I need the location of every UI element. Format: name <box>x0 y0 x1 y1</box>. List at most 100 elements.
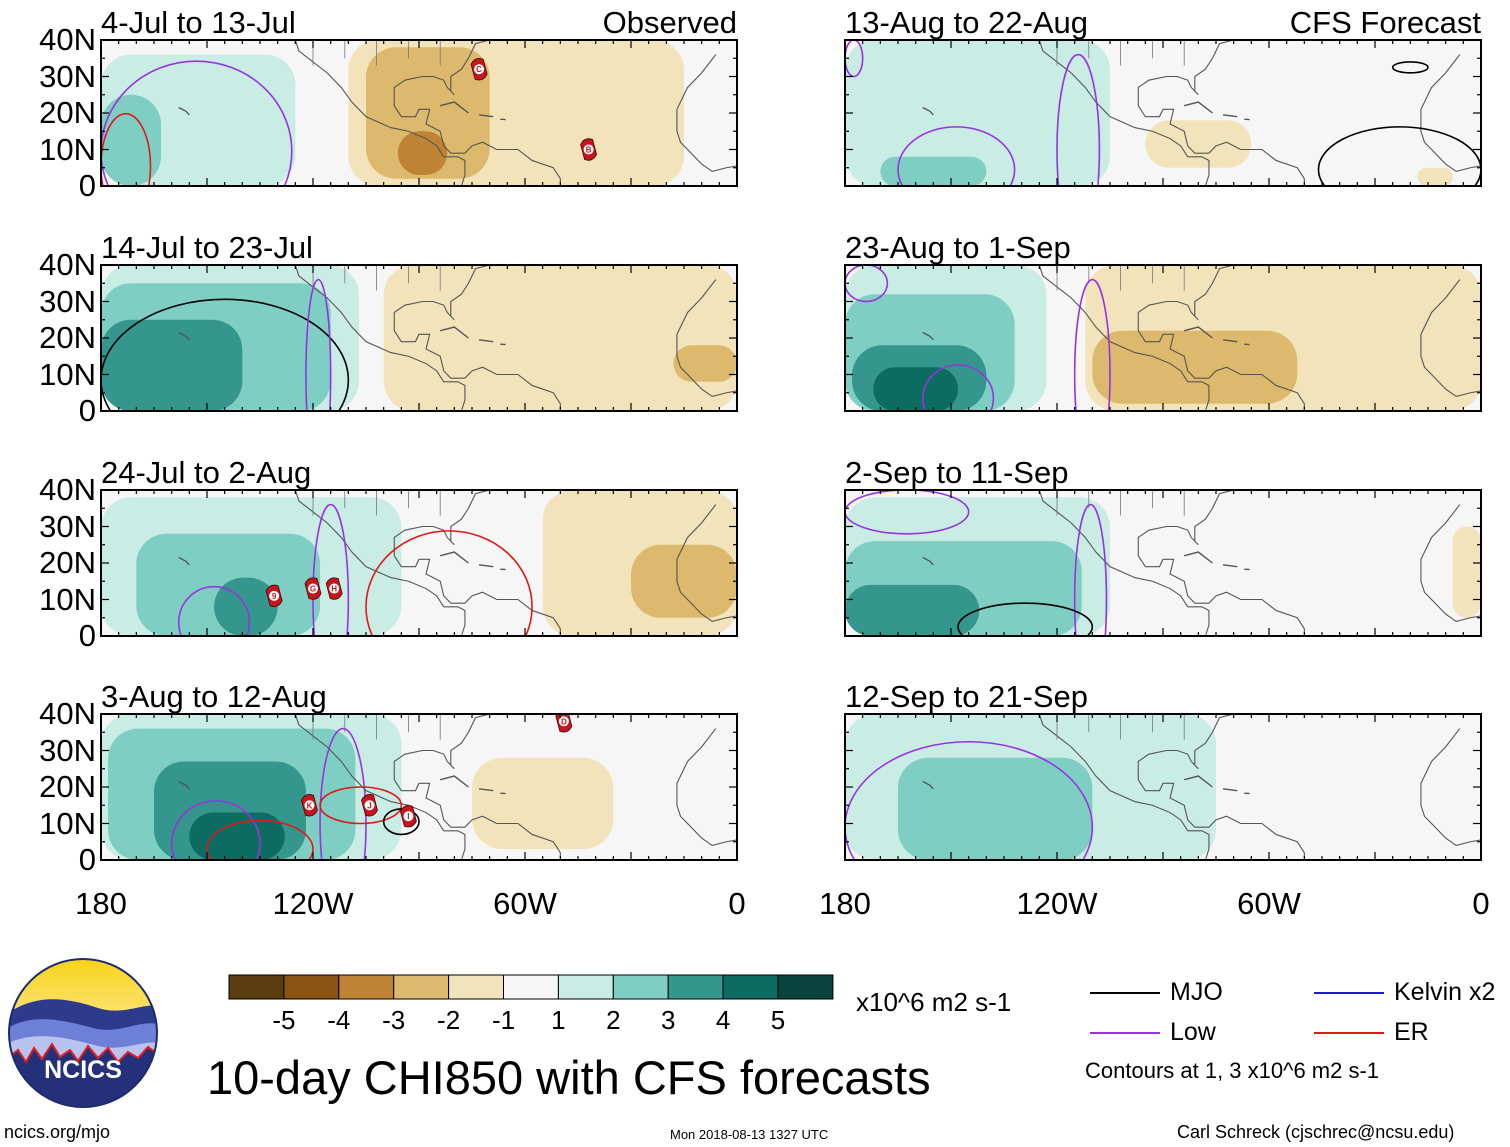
contour-low <box>1073 503 1108 636</box>
colorbar-tick-label: -2 <box>437 1005 461 1035</box>
island <box>440 775 469 788</box>
storm-eye <box>583 144 594 155</box>
island <box>1222 339 1238 343</box>
storm-label: J <box>367 801 371 810</box>
island <box>178 780 190 790</box>
anomaly-field <box>383 265 737 411</box>
legend <box>1090 992 1384 1034</box>
storm-label: H <box>331 585 337 594</box>
anomaly-field <box>472 757 614 850</box>
coastline <box>1038 490 1210 636</box>
storm-eye <box>558 716 569 727</box>
colorbar-swatch <box>557 974 614 1000</box>
lat-tick-label: 40N <box>39 22 96 57</box>
anomaly-field <box>880 156 987 186</box>
contour-low <box>177 585 251 636</box>
storm-marker: C <box>470 57 488 81</box>
anomaly-field <box>189 812 285 860</box>
contour-low <box>1056 53 1101 186</box>
storm-eye <box>304 800 315 811</box>
storm-eye <box>403 811 414 822</box>
contour-er <box>365 530 533 636</box>
anomaly-field <box>873 367 959 411</box>
storm-label: C <box>476 65 482 74</box>
lat-tick-label: 10N <box>39 581 96 617</box>
coastline <box>1137 40 1305 186</box>
island <box>922 331 934 341</box>
coastline <box>1420 504 1481 622</box>
island <box>440 326 469 339</box>
legend-label: MJO <box>1170 978 1223 1006</box>
lat-tick-label: 20N <box>39 320 96 355</box>
lat-tick-label: 40N <box>39 696 96 731</box>
coastline <box>1038 714 1210 860</box>
anomaly-field <box>397 131 448 176</box>
panel <box>844 264 1482 412</box>
panel-plot-area: CB <box>101 40 737 186</box>
coastline <box>1137 490 1305 636</box>
contour-low <box>1073 278 1111 411</box>
lat-tick-label: 30N <box>39 283 96 319</box>
panel <box>844 489 1482 637</box>
storm-label: I <box>407 812 409 821</box>
coastline <box>1420 728 1481 846</box>
anomaly-field <box>101 94 162 186</box>
lat-tick-label: 0 <box>78 168 96 203</box>
panel-plot-area: 9 G H <box>101 490 737 636</box>
island <box>922 556 934 566</box>
contours-note: Contours at 1, 3 x10^6 m2 s-1 <box>1085 1058 1380 1083</box>
contour-low <box>845 740 1094 860</box>
figure-title: 10-day CHI850 with CFS forecasts <box>207 1051 931 1104</box>
storm-label: 9 <box>272 592 277 601</box>
island <box>1184 551 1213 564</box>
panels-layer: CB 9G H D K J I <box>100 39 1482 861</box>
anomaly-field <box>1145 120 1252 168</box>
storm-marker: D <box>555 714 573 733</box>
island <box>440 551 469 564</box>
coastline <box>294 265 466 411</box>
contour-low <box>921 364 995 411</box>
panel-period-label: 12-Sep to 21-Sep <box>845 679 1089 714</box>
storm-eye <box>308 583 318 594</box>
contour-low <box>170 800 261 860</box>
anomaly-field <box>1417 167 1453 186</box>
anomaly-field <box>631 544 737 618</box>
panel-plot-area <box>845 40 1481 186</box>
coastline <box>393 265 561 411</box>
island <box>1222 114 1238 118</box>
colorbar-swatch <box>777 974 834 1000</box>
colorbar-tick-label: 2 <box>606 1005 621 1035</box>
legend-label: Low <box>1170 1018 1216 1046</box>
colorbar-swatch <box>448 974 505 1000</box>
coastline <box>1137 265 1305 411</box>
island <box>178 106 190 116</box>
anomaly-field <box>366 47 490 179</box>
lat-tick-label: 0 <box>78 618 96 653</box>
lon-tick-label: 60W <box>493 886 557 921</box>
panel: CB <box>100 39 738 187</box>
storm-marker: 9 <box>265 584 283 608</box>
panel-plot-area: D K J I <box>101 714 737 860</box>
storm-marker: J <box>361 794 378 817</box>
island <box>1222 788 1238 792</box>
panel-source-label: Observed <box>602 5 737 40</box>
colorbar-tick-label: -4 <box>327 1005 351 1035</box>
footer-author: Carl Schreck (cjschrec@ncsu.edu) <box>1177 1122 1455 1142</box>
logo-wordmark: NCICS <box>44 1056 122 1084</box>
panel-plot-area <box>845 265 1481 411</box>
contour-mjo <box>1391 61 1429 74</box>
coastline <box>294 40 466 186</box>
storm-marker: K <box>301 794 318 817</box>
coastline <box>393 490 561 636</box>
storm-marker: I <box>399 804 417 828</box>
coastline <box>1038 265 1210 411</box>
panel <box>844 713 1482 861</box>
colorbar-swatch <box>393 974 450 1000</box>
storm-label: K <box>307 801 313 810</box>
lat-tick-label: 40N <box>39 247 96 282</box>
coastline <box>676 54 737 172</box>
coastline <box>676 504 737 622</box>
anomaly-field <box>1452 526 1481 618</box>
legend-label: ER <box>1394 1018 1429 1046</box>
